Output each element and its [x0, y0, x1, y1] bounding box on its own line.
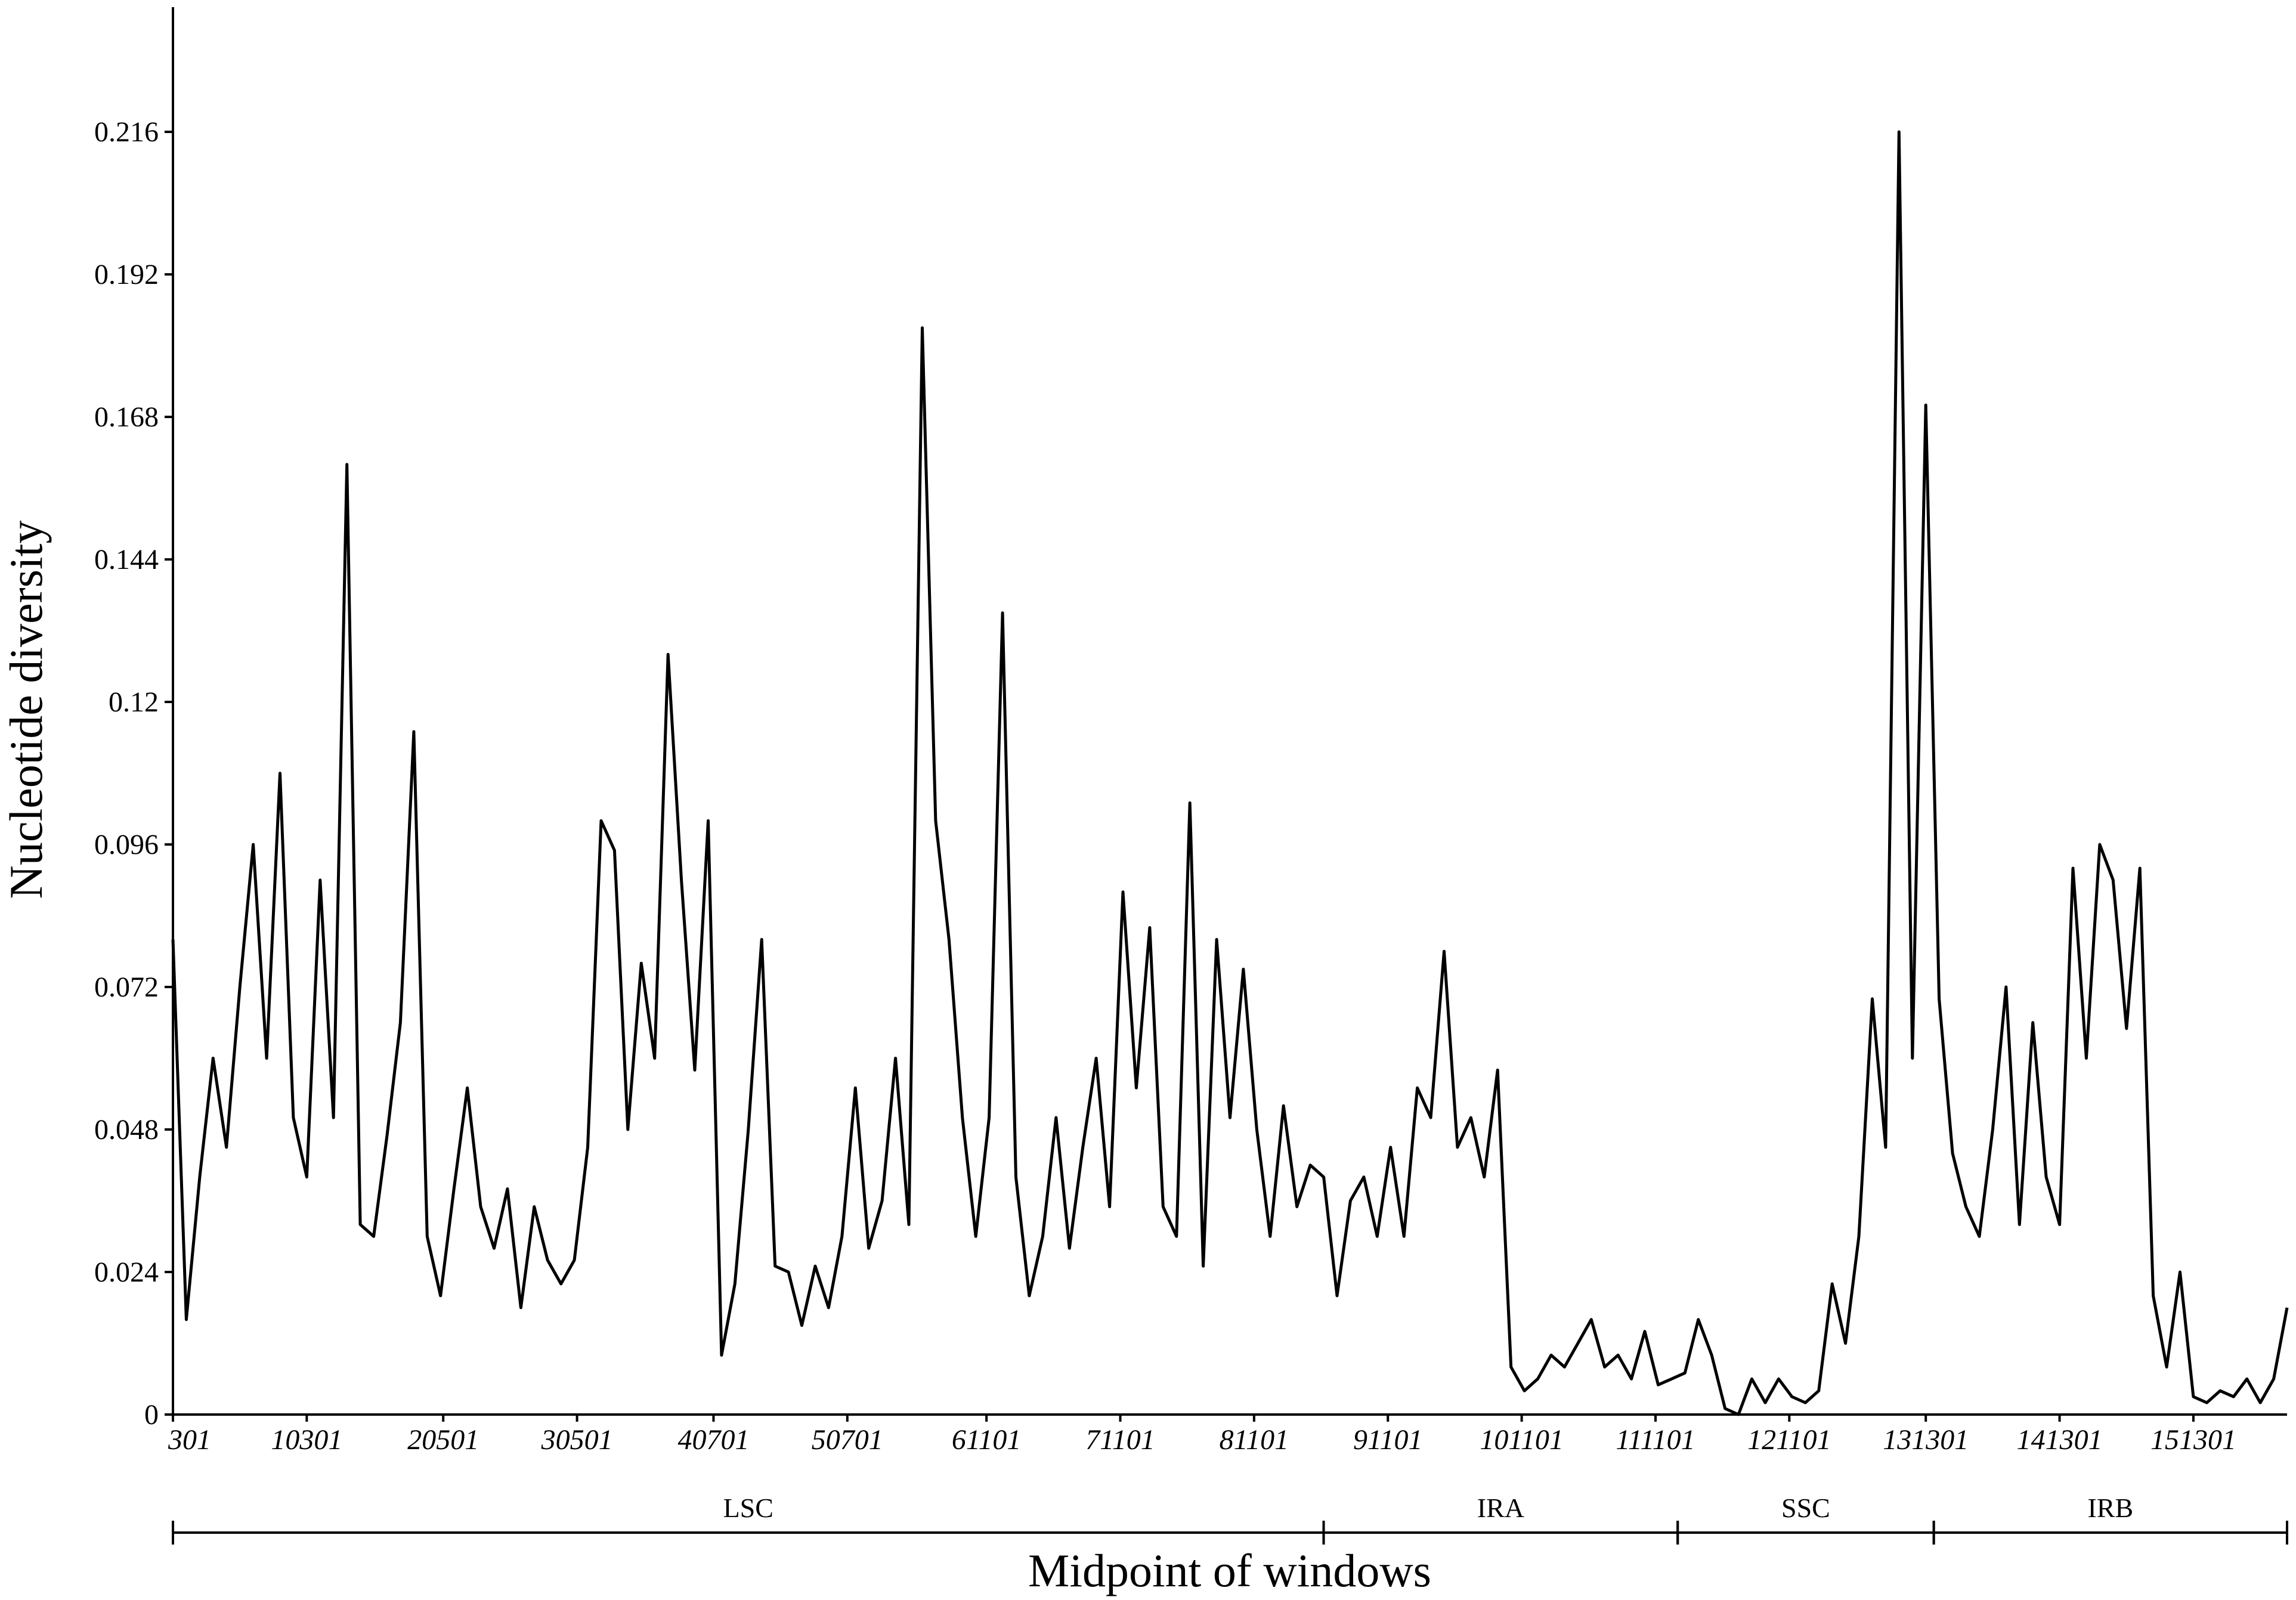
x-tick-label: 151301 [2150, 1424, 2236, 1456]
x-tick-label: 30501 [541, 1424, 613, 1456]
x-tick-label: 301 [168, 1424, 211, 1456]
x-tick-label: 91101 [1353, 1424, 1422, 1456]
y-tick-label: 0 [144, 1399, 159, 1431]
region-label: SSC [1781, 1493, 1830, 1523]
x-tick-label: 50701 [812, 1424, 883, 1456]
region-label: LSC [723, 1493, 773, 1523]
x-tick-label: 61101 [952, 1424, 1021, 1456]
x-tick-label: 121101 [1747, 1424, 1831, 1456]
y-tick-label: 0.216 [94, 116, 159, 148]
y-tick-label: 0.192 [94, 259, 159, 290]
y-tick-label: 0.168 [94, 401, 159, 433]
y-tick-label: 0.024 [94, 1257, 159, 1288]
region-label: IRA [1477, 1493, 1524, 1523]
x-tick-label: 40701 [677, 1424, 749, 1456]
x-tick-label: 141301 [2017, 1424, 2103, 1456]
region-label: IRB [2087, 1493, 2133, 1523]
y-tick-label: 0.048 [94, 1114, 159, 1146]
y-tick-label: 0.096 [94, 829, 159, 861]
x-tick-label: 10301 [271, 1424, 342, 1456]
data-line [171, 130, 2289, 1416]
x-tick-label: 71101 [1085, 1424, 1155, 1456]
y-tick-label: 0.072 [94, 971, 159, 1003]
x-tick-label: 131301 [1883, 1424, 1969, 1456]
y-axis-title: Nucleotide diversity [0, 521, 52, 899]
x-tick-label: 111101 [1616, 1424, 1695, 1456]
y-tick-label: 0.144 [94, 544, 159, 575]
x-tick-label: 81101 [1220, 1424, 1289, 1456]
y-tick-label: 0.12 [109, 686, 159, 718]
x-tick-label: 101101 [1480, 1424, 1563, 1456]
x-tick-label: 20501 [407, 1424, 479, 1456]
x-axis-title: Midpoint of windows [1028, 1545, 1431, 1596]
